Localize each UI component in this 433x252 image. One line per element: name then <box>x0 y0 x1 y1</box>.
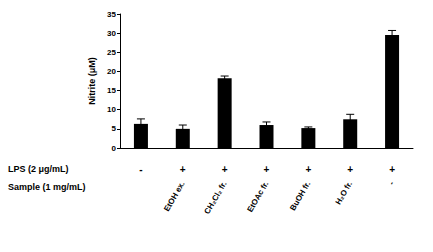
svg-text:+: + <box>389 164 395 175</box>
svg-text:-: - <box>387 179 396 186</box>
svg-text:+: + <box>222 164 228 175</box>
svg-text:Sample (1 mg/mL): Sample (1 mg/mL) <box>8 182 86 192</box>
svg-text:CH₂Cl₂ fr.: CH₂Cl₂ fr. <box>203 180 229 216</box>
svg-text:30: 30 <box>107 29 116 38</box>
svg-text:EtOH ex.: EtOH ex. <box>162 180 186 213</box>
svg-text:BuOH fr.: BuOH fr. <box>288 180 312 213</box>
svg-text:H₂O fr.: H₂O fr. <box>334 180 354 206</box>
svg-text:20: 20 <box>107 67 116 76</box>
svg-text:10: 10 <box>107 105 116 114</box>
svg-text:35: 35 <box>107 10 116 19</box>
svg-text:-: - <box>139 164 142 175</box>
svg-text:+: + <box>347 164 353 175</box>
svg-text:EtOAc fr.: EtOAc fr. <box>246 180 271 214</box>
svg-text:+: + <box>264 164 270 175</box>
svg-text:+: + <box>180 164 186 175</box>
svg-text:5: 5 <box>112 124 117 133</box>
svg-text:25: 25 <box>107 48 116 57</box>
svg-text:15: 15 <box>107 86 116 95</box>
svg-text:+: + <box>305 164 311 175</box>
svg-text:Nitrite (μM): Nitrite (μM) <box>87 57 97 105</box>
svg-text:0: 0 <box>112 144 117 153</box>
svg-text:LPS (2 μg/mL): LPS (2 μg/mL) <box>8 164 69 174</box>
